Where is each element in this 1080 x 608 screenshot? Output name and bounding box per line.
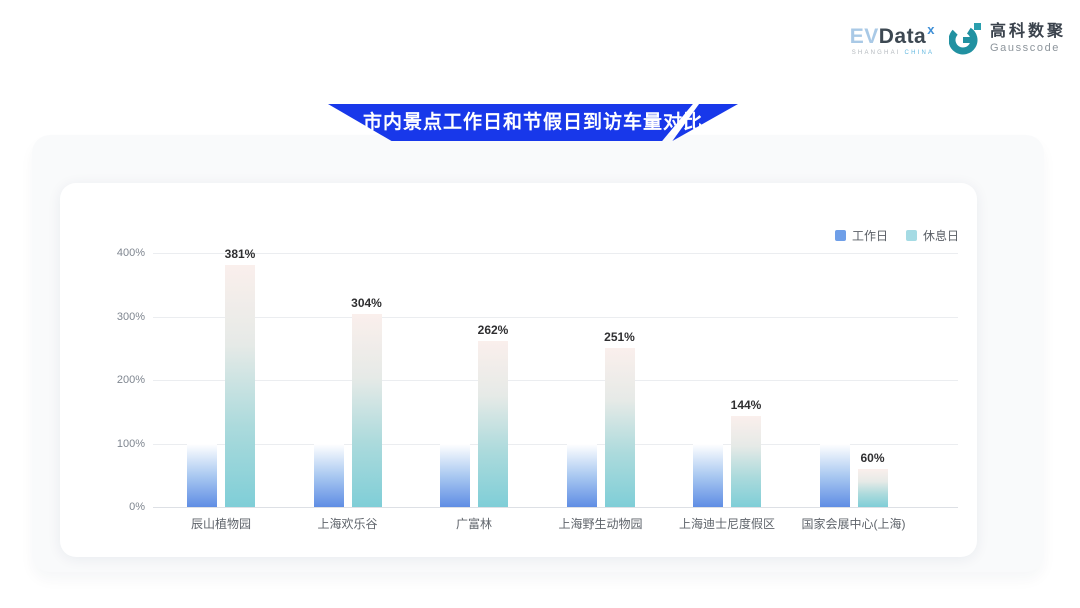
gridline bbox=[153, 253, 958, 254]
legend-swatch bbox=[906, 230, 917, 241]
plot-area: 0%100%200%300%400%381%辰山植物园304%上海欢乐谷262%… bbox=[153, 253, 958, 507]
value-label: 304% bbox=[335, 296, 399, 310]
chart-legend: 工作日 休息日 bbox=[835, 227, 959, 244]
evdata-wordmark: EVDatax bbox=[850, 23, 935, 47]
bar-restday bbox=[478, 341, 508, 507]
title-banner: 市内景点工作日和节假日到访车量对比 bbox=[328, 104, 738, 141]
legend-label: 工作日 bbox=[852, 227, 888, 244]
gridline bbox=[153, 317, 958, 318]
bar-workday bbox=[440, 444, 470, 508]
bar-restday bbox=[605, 348, 635, 507]
evdata-subtext: SHANGHAI CHINA bbox=[850, 50, 935, 56]
bar-restday bbox=[858, 469, 888, 507]
bar-workday bbox=[314, 444, 344, 508]
y-tick-label: 300% bbox=[91, 310, 145, 324]
bar-restday bbox=[225, 265, 255, 507]
legend-label: 休息日 bbox=[923, 227, 959, 244]
value-label: 251% bbox=[588, 330, 652, 344]
gausscode-cn-name: 高科数聚 bbox=[990, 24, 1066, 40]
y-tick-label: 200% bbox=[91, 373, 145, 387]
y-tick-label: 0% bbox=[91, 500, 145, 514]
page-title: 市内景点工作日和节假日到访车量对比 bbox=[328, 104, 738, 141]
value-label: 144% bbox=[714, 398, 778, 412]
category-label: 国家会展中心(上海) bbox=[779, 515, 929, 532]
gausscode-logo: 高科数聚 Gausscode bbox=[949, 22, 1066, 56]
bar-workday bbox=[187, 444, 217, 508]
y-tick-label: 400% bbox=[91, 246, 145, 260]
value-label: 381% bbox=[208, 247, 272, 261]
bar-restday bbox=[352, 314, 382, 507]
gridline bbox=[153, 507, 958, 508]
gridline bbox=[153, 380, 958, 381]
gausscode-g-icon bbox=[949, 22, 983, 56]
value-label: 262% bbox=[461, 323, 525, 337]
evdata-logo: EVDatax SHANGHAI CHINA bbox=[850, 23, 935, 56]
bar-restday bbox=[731, 416, 761, 507]
chart-card: 工作日 休息日 0%100%200%300%400%381%辰山植物园304%上海… bbox=[60, 183, 977, 557]
gausscode-en-name: Gausscode bbox=[990, 43, 1066, 54]
legend-item[interactable]: 工作日 bbox=[835, 227, 888, 244]
legend-swatch bbox=[835, 230, 846, 241]
evdata-x-mark: x bbox=[927, 22, 935, 37]
value-label: 60% bbox=[841, 451, 905, 465]
y-tick-label: 100% bbox=[91, 437, 145, 451]
legend-item[interactable]: 休息日 bbox=[906, 227, 959, 244]
header-logos: EVDatax SHANGHAI CHINA 高科数聚 Gausscode bbox=[850, 22, 1066, 56]
bar-workday bbox=[693, 444, 723, 508]
bar-workday bbox=[567, 444, 597, 508]
